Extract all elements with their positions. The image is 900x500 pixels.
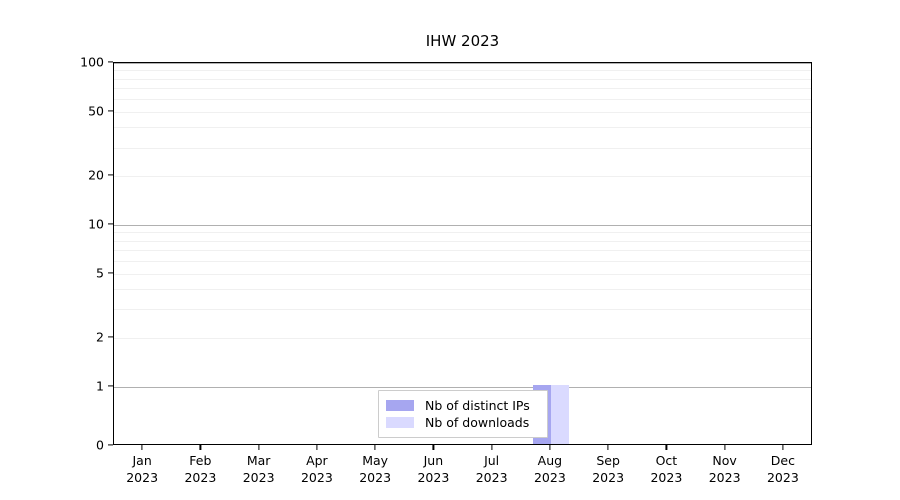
x-tick-year: 2023 [359,470,392,485]
x-tick-label: Mar 2023 [224,452,294,486]
x-tick-mark [316,445,318,450]
x-tick-label: May 2023 [340,452,410,486]
x-tick-mark [374,445,376,450]
gridline-minor [114,88,811,90]
bars-layer [114,63,811,444]
y-tick-mark [108,61,113,63]
x-tick-year: 2023 [126,470,159,485]
x-tick-year: 2023 [650,470,683,485]
y-tick-label: 100 [80,54,104,70]
x-tick-month: Dec [770,453,795,468]
gridline-minor [114,147,811,149]
legend-label: Nb of downloads [425,415,530,430]
x-tick-mark [782,445,784,450]
x-tick-label: Oct 2023 [631,452,701,486]
y-tick-mark [108,336,113,338]
gridline-minor [114,309,811,311]
x-tick-label: Apr 2023 [282,452,352,486]
legend-item[interactable]: Nb of downloads [386,414,539,431]
y-tick-mark [108,110,113,112]
x-tick-mark [258,445,260,450]
y-tick-label: 5 [96,265,104,281]
x-tick-label: Dec 2023 [748,452,818,486]
x-tick-month: Sep [596,453,620,468]
gridline-major [114,337,811,339]
gridline-minor [114,260,811,262]
x-tick-year: 2023 [475,470,508,485]
y-tick-mark [108,444,113,446]
x-tick-month: Mar [246,453,271,468]
y-tick-label: 2 [96,329,104,345]
legend-label: Nb of distinct IPs [425,398,530,413]
gridline-major [114,386,811,388]
x-tick-label: Jan 2023 [107,452,177,486]
x-tick-mark [549,445,551,450]
x-tick-year: 2023 [708,470,741,485]
x-tick-month: May [362,453,389,468]
gridline-minor [114,249,811,251]
y-axis-tick-labels: 100 50 20 10 5 2 1 0 [0,55,104,453]
x-tick-label: Feb 2023 [165,452,235,486]
chart-legend: Nb of distinct IPs Nb of downloads [378,390,548,438]
chart-title: IHW 2023 [425,32,500,50]
x-tick-label: Sep 2023 [573,452,643,486]
x-tick-label: Aug 2023 [515,452,585,486]
x-tick-mark [607,445,609,450]
x-tick-month: Jan [132,453,152,468]
y-tick-label: 1 [96,378,104,394]
x-tick-year: 2023 [242,470,275,485]
x-axis-tick-labels: Jan 2023 Feb 2023 Mar 2023 Apr 2023 May 2023 Jun 20… [113,452,812,496]
gridline-minor [114,240,811,242]
x-tick-mark [432,445,434,450]
bar [550,384,569,444]
gridline-major [114,224,811,226]
x-tick-year: 2023 [766,470,799,485]
x-tick-month: Jul [484,453,500,468]
x-tick-month: Jun [423,453,444,468]
gridline-minor [114,98,811,100]
gridline-major [114,273,811,275]
x-tick-year: 2023 [533,470,566,485]
legend-item[interactable]: Nb of distinct IPs [386,397,539,414]
x-tick-year: 2023 [184,470,217,485]
x-tick-month: Feb [189,453,212,468]
x-tick-mark [665,445,667,450]
y-tick-mark [108,223,113,225]
x-tick-month: Oct [655,453,678,468]
y-axis-tick-marks [106,61,113,446]
x-tick-year: 2023 [300,470,333,485]
x-tick-label: Jul 2023 [457,452,527,486]
x-tick-month: Nov [712,453,737,468]
gridline-minor [114,127,811,129]
y-tick-label: 10 [88,216,104,232]
x-tick-year: 2023 [592,470,625,485]
y-tick-label: 50 [88,103,104,119]
x-tick-mark [141,445,143,450]
x-tick-label: Nov 2023 [690,452,760,486]
legend-swatch-icon [386,417,414,428]
x-tick-label: Jun 2023 [398,452,468,486]
y-tick-label: 20 [88,167,104,183]
x-tick-month: Aug [537,453,563,468]
x-tick-mark [491,445,493,450]
legend-swatch-icon [386,400,414,411]
y-tick-mark [108,385,113,387]
x-tick-year: 2023 [417,470,450,485]
gridline-minor [114,289,811,291]
gridline-minor [114,232,811,234]
gridline-minor [114,78,811,80]
gridline-major [114,63,811,64]
x-tick-month: Apr [306,453,328,468]
y-tick-mark [108,271,113,274]
y-tick-mark [108,174,113,176]
gridline-major [114,176,811,178]
plot-area [113,62,812,445]
x-axis-tick-marks [113,445,812,452]
x-tick-mark [724,445,726,450]
gridline-major [114,111,811,113]
y-tick-label: 0 [96,437,104,453]
x-tick-mark [199,445,201,450]
gridline-minor [114,70,811,72]
